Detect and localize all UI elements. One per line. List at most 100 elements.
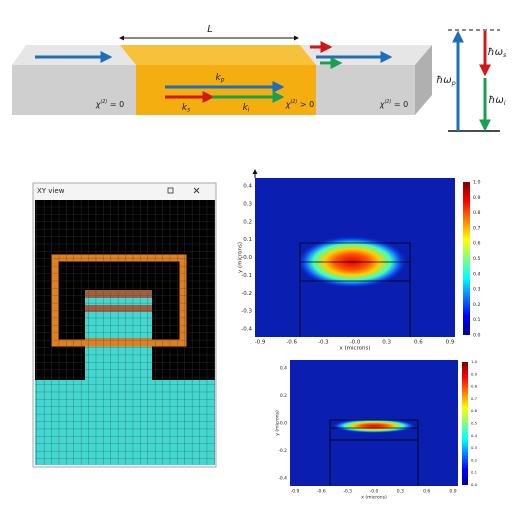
x-tick-label: -0.9: [291, 489, 300, 495]
chi-label-base: χ: [95, 100, 101, 109]
mode-plot-2: [290, 360, 468, 486]
colorbar-tick-label: 0.4: [473, 271, 480, 277]
wave-label-base: k: [216, 73, 222, 83]
restore-button[interactable]: [167, 187, 174, 194]
mesh-grid: [35, 200, 215, 465]
y-tick-label: 0.4: [243, 184, 252, 190]
y-tick-label: -0.0: [241, 255, 252, 261]
colorbar-tick-label: 0.1: [473, 317, 480, 323]
colorbar-tick-label: 0.8: [473, 210, 480, 216]
wave-label-base: k: [243, 103, 249, 113]
y-tick-label: -0.4: [278, 476, 287, 482]
colorbar-tick-label: 0.6: [471, 408, 478, 413]
close-button[interactable]: [193, 187, 200, 194]
waveguide-diagram: [12, 35, 432, 115]
length-label: L: [207, 24, 213, 35]
colorbar: [462, 362, 468, 485]
mode-plot-1: [252, 169, 470, 337]
colorbar-tick-label: 0.9: [471, 371, 478, 376]
wave-label-base: k: [182, 103, 188, 113]
x-tick-label: 0.6: [414, 340, 423, 346]
energy-label-base: ħω: [436, 75, 451, 86]
y-axis-label: y (microns): [275, 410, 281, 436]
chi-label-base: χ: [379, 100, 385, 109]
colorbar-tick-label: 0.3: [471, 445, 478, 450]
energy-label: ħωs: [488, 47, 507, 59]
colorbar-tick-label: 0.5: [473, 256, 480, 262]
x-tick-label: -0.3: [318, 340, 329, 346]
colorbar-tick-label: 0.8: [471, 384, 478, 389]
chi-label: χ(2) = 0: [95, 99, 124, 109]
colorbar-tick-label: 0.1: [471, 470, 478, 475]
x-axis-label: x (microns): [339, 346, 370, 352]
chi-label: χ(2) > 0: [285, 99, 314, 109]
colorbar-tick-label: 0.0: [473, 333, 480, 339]
x-tick-label: 0.9: [446, 340, 455, 346]
y-tick-label: 0.3: [243, 201, 252, 207]
y-tick-label: 0.4: [280, 366, 287, 372]
nonlinear-front: [136, 65, 316, 115]
y-tick-label: -0.0: [278, 421, 287, 427]
chi-label-tail: > 0: [297, 100, 314, 109]
wave-label: kp: [216, 73, 225, 84]
colorbar-tick-label: 0.5: [471, 421, 478, 426]
energy-label-sub: i: [504, 99, 506, 107]
window-title: XY view: [37, 187, 65, 195]
colorbar-tick-label: 1.0: [471, 359, 478, 364]
y-tick-label: -0.2: [241, 291, 252, 297]
colorbar-tick-label: 0.7: [473, 225, 480, 231]
waveguide-outline: [299, 242, 411, 337]
y-tick-label: 0.2: [280, 393, 287, 399]
x-axis-label: x (microns): [361, 495, 387, 501]
x-tick-label: 0.9: [449, 489, 456, 495]
y-tick-label: -0.3: [241, 309, 252, 315]
energy-label: ħωp: [436, 75, 455, 87]
energy-diagram: [448, 29, 500, 132]
x-tick-label: 0.3: [382, 340, 391, 346]
x-tick-label: -0.0: [370, 489, 379, 495]
x-tick-label: -0.6: [317, 489, 326, 495]
colorbar-tick-label: 0.6: [473, 241, 480, 247]
y-tick-label: -0.1: [241, 273, 252, 279]
y-tick-label: 0.1: [243, 237, 252, 243]
y-tick-label: 0.2: [243, 219, 252, 225]
colorbar-tick-label: 0.4: [471, 433, 478, 438]
xy-view-window: XY view: [32, 182, 217, 468]
x-tick-label: -0.6: [286, 340, 297, 346]
energy-label: ħωi: [488, 95, 505, 107]
waveguide-outline: [329, 419, 419, 486]
x-tick-label: -0.0: [350, 340, 361, 346]
nonlinear-top: [120, 45, 316, 65]
colorbar-tick-label: 0.9: [473, 195, 480, 201]
x-tick-label: 0.6: [423, 489, 430, 495]
x-tick-label: -0.3: [343, 489, 352, 495]
y-tick-label: -0.2: [278, 448, 287, 454]
x-tick-label: -0.9: [255, 340, 266, 346]
y-axis-label: y (microns): [238, 242, 244, 273]
mode-profile: [332, 419, 416, 433]
chi-label: χ(2) = 0: [379, 99, 408, 109]
energy-label-sub: s: [503, 51, 507, 59]
colorbar-tick-label: 1.0: [473, 180, 480, 186]
colorbar: [463, 182, 470, 335]
energy-label-base: ħω: [488, 47, 503, 58]
colorbar-tick-label: 0.0: [471, 482, 478, 487]
chi-label-tail: = 0: [107, 100, 124, 109]
chi-label-base: χ: [285, 100, 291, 109]
colorbar-tick-label: 0.2: [471, 457, 478, 462]
colorbar-tick-label: 0.3: [473, 287, 480, 293]
colorbar-tick-label: 0.2: [473, 302, 480, 308]
chi-label-tail: = 0: [391, 100, 408, 109]
wave-label-sub: p: [220, 77, 225, 83]
colorbar-tick-label: 0.7: [471, 396, 478, 401]
wave-label: ks: [182, 103, 190, 114]
x-tick-label: 0.3: [397, 489, 404, 495]
energy-label-sub: p: [451, 79, 456, 87]
chi-label-sup: (2): [385, 99, 392, 105]
y-tick-label: -0.4: [241, 327, 252, 333]
slab-end: [415, 45, 432, 115]
chi-label-sup: (2): [101, 99, 108, 105]
wave-label: ki: [243, 103, 250, 114]
chi-label-sup: (2): [291, 99, 298, 105]
